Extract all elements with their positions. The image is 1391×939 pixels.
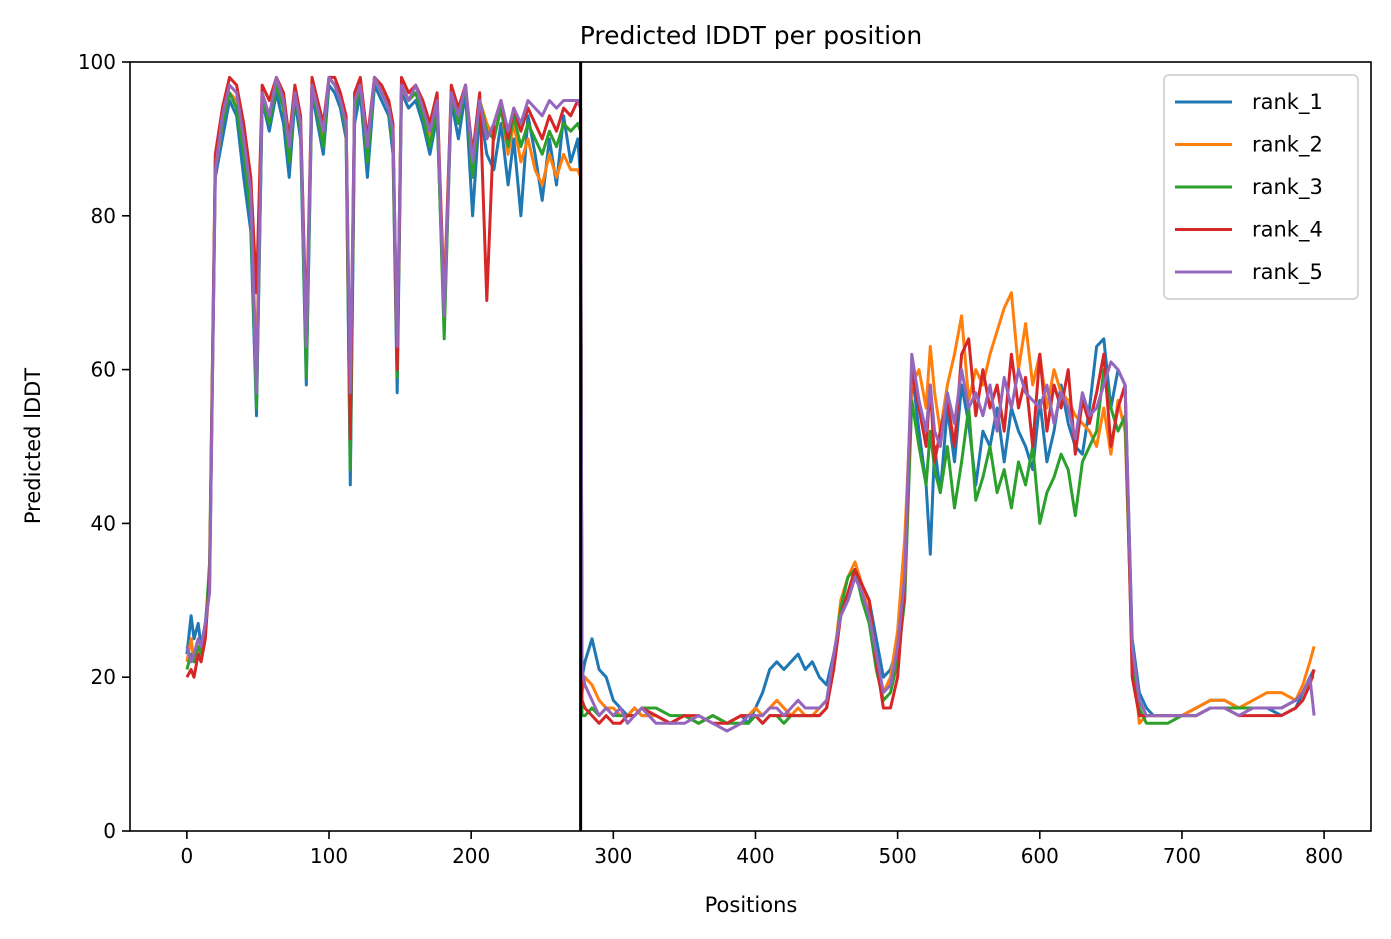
y-tick-label: 80 <box>91 204 116 228</box>
x-tick-label: 800 <box>1305 844 1343 868</box>
x-tick-label: 500 <box>879 844 917 868</box>
series-line-rank_4 <box>185 75 1316 725</box>
x-tick-label: 200 <box>452 844 490 868</box>
series-line-rank_5 <box>185 75 1316 733</box>
legend: rank_1 rank_2 rank_3 rank_4 rank_5 <box>1163 74 1359 300</box>
x-tick-label: 100 <box>310 844 348 868</box>
x-axis: 0 100 200 300 400 500 600 700 800 <box>180 831 1343 868</box>
chart-title: Predicted lDDT per position <box>580 21 922 50</box>
y-tick-label: 20 <box>91 665 116 689</box>
y-tick-label: 60 <box>91 358 116 382</box>
legend-label-rank_4: rank_4 <box>1252 218 1323 243</box>
series-layer <box>185 75 1316 733</box>
legend-box <box>1163 74 1359 300</box>
x-tick-label: 400 <box>736 844 774 868</box>
x-tick-label: 700 <box>1163 844 1201 868</box>
y-tick-label: 100 <box>78 50 116 74</box>
x-tick-label: 0 <box>180 844 193 868</box>
y-tick-label: 40 <box>91 511 116 535</box>
legend-label-rank_3: rank_3 <box>1252 175 1323 200</box>
y-axis-label: Predicted lDDT <box>21 368 45 524</box>
y-axis: 0 20 40 60 80 100 <box>78 50 130 843</box>
legend-label-rank_5: rank_5 <box>1252 260 1323 285</box>
legend-label-rank_1: rank_1 <box>1252 90 1323 115</box>
x-tick-label: 300 <box>594 844 632 868</box>
y-tick-label: 0 <box>103 819 116 843</box>
legend-label-rank_2: rank_2 <box>1252 133 1323 158</box>
x-axis-label: Positions <box>705 893 798 917</box>
x-tick-label: 600 <box>1021 844 1059 868</box>
plot-frame <box>129 61 1372 832</box>
